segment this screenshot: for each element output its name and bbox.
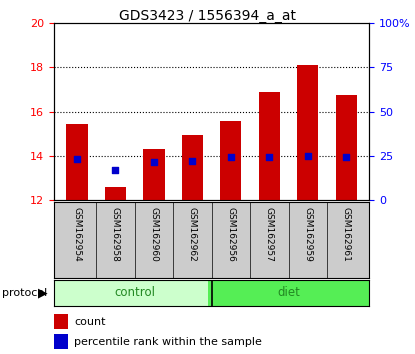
Text: GDS3423 / 1556394_a_at: GDS3423 / 1556394_a_at [119,9,296,23]
Text: percentile rank within the sample: percentile rank within the sample [74,337,262,347]
Text: count: count [74,318,106,327]
Text: GSM162954: GSM162954 [73,207,81,262]
Point [266,154,273,160]
Bar [208,280,369,306]
Text: GSM162960: GSM162960 [149,207,159,262]
Bar [54,314,68,329]
Text: protocol: protocol [2,288,47,298]
Point [343,154,349,160]
Text: diet: diet [277,286,300,299]
Text: control: control [114,286,155,299]
Bar [66,124,88,200]
Bar [143,149,164,200]
Text: ▶: ▶ [38,286,48,299]
Text: GSM162957: GSM162957 [265,207,274,262]
Point [151,160,157,165]
Text: GSM162958: GSM162958 [111,207,120,262]
Text: GSM162962: GSM162962 [188,207,197,262]
Point [189,159,196,164]
Text: GSM162956: GSM162956 [226,207,235,262]
Text: GSM162959: GSM162959 [303,207,312,262]
Point [112,167,119,173]
Text: GSM162961: GSM162961 [342,207,351,262]
Bar [182,135,203,200]
Point [74,156,81,162]
Bar [105,187,126,200]
Bar [220,121,242,200]
Bar [54,280,208,306]
Point [305,153,311,159]
Bar [259,92,280,200]
Bar [54,334,68,348]
Point [227,154,234,160]
Bar [336,95,357,200]
Bar [297,65,318,200]
